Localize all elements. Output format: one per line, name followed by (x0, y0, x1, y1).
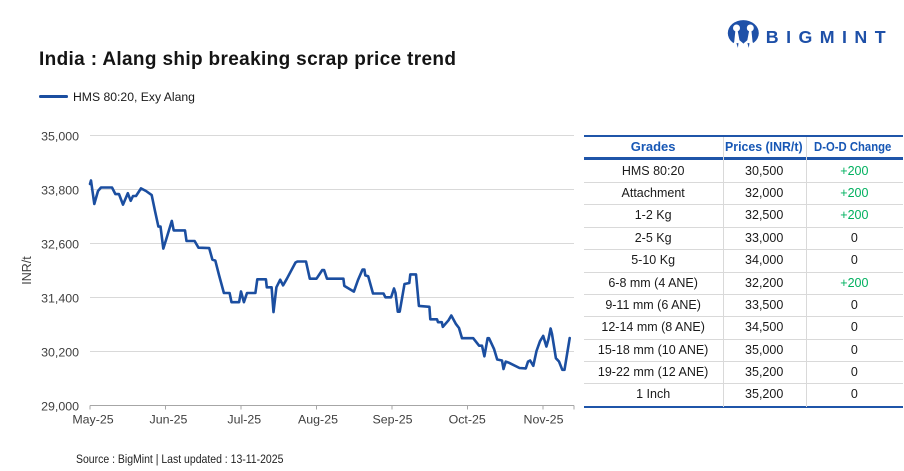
svg-text:Oct-25: Oct-25 (449, 413, 486, 427)
svg-text:INR/t: INR/t (20, 256, 34, 285)
svg-text:33,800: 33,800 (41, 184, 79, 198)
svg-text:35,000: 35,000 (41, 130, 79, 144)
svg-text:30,200: 30,200 (41, 346, 79, 360)
svg-text:Jul-25: Jul-25 (227, 413, 261, 427)
svg-text:Sep-25: Sep-25 (373, 413, 413, 427)
svg-text:31,400: 31,400 (41, 292, 79, 306)
svg-text:Aug-25: Aug-25 (298, 413, 338, 427)
svg-text:Jun-25: Jun-25 (150, 413, 188, 427)
svg-text:Nov-25: Nov-25 (524, 413, 564, 427)
svg-text:32,600: 32,600 (41, 238, 79, 252)
svg-text:May-25: May-25 (72, 413, 113, 427)
svg-text:29,000: 29,000 (41, 400, 79, 414)
